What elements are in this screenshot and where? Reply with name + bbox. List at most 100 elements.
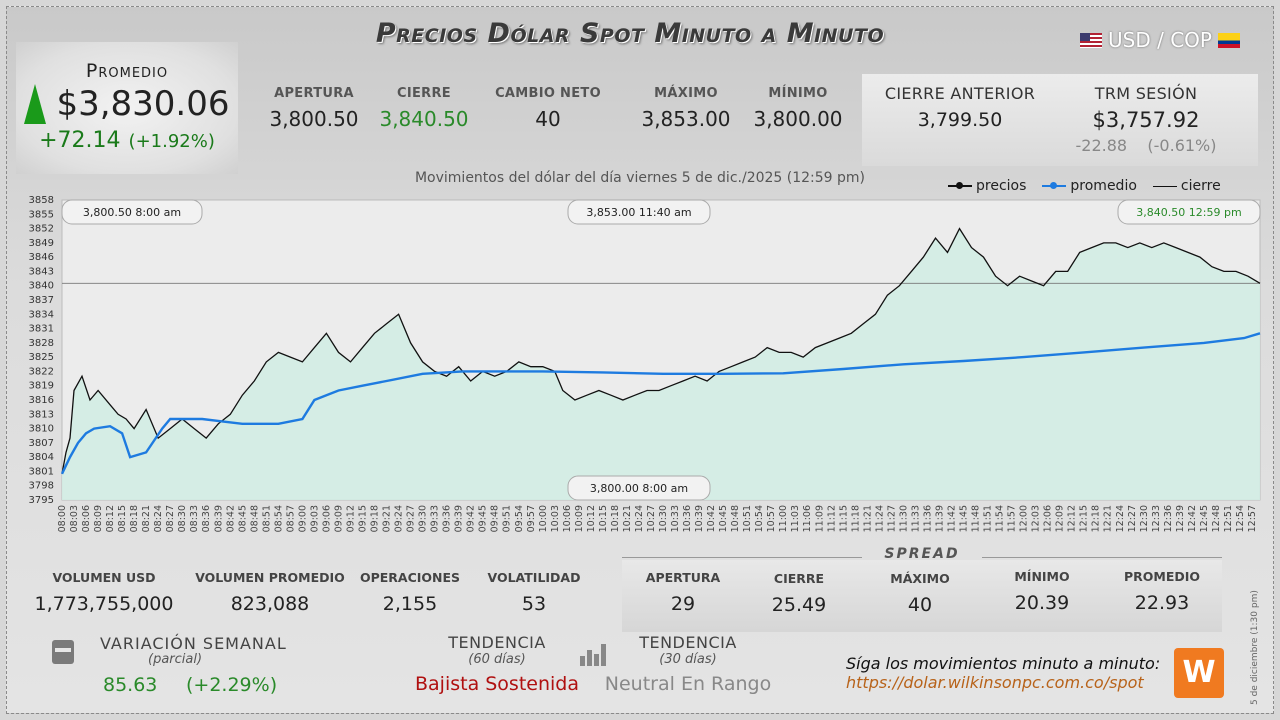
x-tick-label: 12:45 bbox=[1199, 505, 1210, 532]
annotation-close: 3,840.50 12:59 pm bbox=[1136, 206, 1241, 219]
y-tick-label: 3807 bbox=[29, 438, 54, 449]
stat-label: MÁXIMO bbox=[654, 86, 718, 101]
follow-link[interactable]: https://dolar.wilkinsonpc.com.co/spot bbox=[846, 673, 1144, 692]
x-tick-label: 09:21 bbox=[382, 505, 393, 532]
x-tick-label: 10:12 bbox=[586, 505, 597, 532]
x-tick-label: 11:03 bbox=[790, 505, 801, 532]
spread-label: APERTURA bbox=[645, 570, 721, 585]
tendencia-sub: (30 días) bbox=[659, 652, 717, 667]
x-tick-label: 09:45 bbox=[478, 505, 489, 532]
x-tick-label: 09:30 bbox=[418, 505, 429, 532]
x-tick-label: 09:54 bbox=[514, 505, 525, 532]
y-tick-label: 3813 bbox=[29, 409, 54, 420]
trm-value: $3,757.92 bbox=[1092, 108, 1200, 132]
y-tick-label: 3831 bbox=[29, 324, 54, 335]
stat-label: APERTURA bbox=[274, 86, 354, 101]
spread-value: 22.93 bbox=[1134, 592, 1190, 614]
x-tick-label: 11:15 bbox=[838, 505, 849, 532]
x-tick-label: 12:18 bbox=[1091, 505, 1102, 532]
legend-promedio: promedio bbox=[1042, 178, 1137, 194]
y-tick-label: 3828 bbox=[29, 338, 54, 349]
stat-volumen-usd: VOLUMEN USD 1,773,755,000 bbox=[24, 570, 184, 615]
stat-volatilidad: VOLATILIDAD 53 bbox=[480, 570, 588, 615]
x-tick-label: 08:12 bbox=[105, 505, 116, 532]
spread-value: 40 bbox=[907, 594, 933, 616]
price-area-fill bbox=[62, 228, 1260, 500]
legend-swatch-cierre bbox=[1152, 185, 1177, 187]
x-tick-label: 11:33 bbox=[910, 505, 921, 532]
currency-pair: USD / COP bbox=[1080, 28, 1240, 52]
x-tick-label: 09:00 bbox=[297, 505, 308, 532]
x-tick-label: 12:24 bbox=[1115, 505, 1126, 532]
annotation-min: 3,800.00 8:00 am bbox=[590, 482, 688, 495]
legend-label-promedio: promedio bbox=[1070, 178, 1137, 194]
x-tick-label: 09:09 bbox=[333, 505, 344, 532]
tendencia-30: TENDENCIA (30 días) Neutral En Rango bbox=[598, 633, 778, 695]
x-tick-label: 10:39 bbox=[694, 505, 705, 532]
average-series-line bbox=[60, 332, 1261, 475]
stat-volumen-promedio: VOLUMEN PROMEDIO 823,088 bbox=[192, 570, 348, 615]
spread-apertura: APERTURA 29 bbox=[632, 570, 734, 615]
x-tick-label: 08:39 bbox=[213, 505, 224, 532]
annotation-close-box bbox=[1117, 199, 1261, 225]
stat-label: MÍNIMO bbox=[768, 86, 828, 101]
x-tick-label: 10:09 bbox=[574, 505, 585, 532]
y-tick-label: 3843 bbox=[29, 266, 54, 277]
x-tick-label: 10:30 bbox=[658, 505, 669, 532]
x-tick-label: 10:03 bbox=[550, 505, 561, 532]
annotation-max: 3,853.00 11:40 am bbox=[586, 206, 691, 219]
bottom-stat-value: 53 bbox=[521, 593, 547, 615]
y-tick-label: 3798 bbox=[29, 481, 54, 492]
y-tick-label: 3858 bbox=[29, 195, 54, 206]
x-tick-label: 10:45 bbox=[718, 505, 729, 532]
spread-minimo: MÍNIMO 20.39 bbox=[990, 569, 1094, 614]
y-tick-label: 3816 bbox=[29, 395, 54, 406]
x-tick-label: 10:18 bbox=[610, 505, 621, 532]
wilkinson-logo-icon[interactable]: W bbox=[1174, 648, 1224, 698]
tendencia-title: TENDENCIA bbox=[448, 633, 546, 652]
trm-change: -22.88 (-0.61%) bbox=[1058, 136, 1234, 155]
stat-value: 3,800.00 bbox=[753, 107, 843, 131]
stat-cambio-neto: CAMBIO NETO 40 bbox=[490, 86, 606, 131]
spread-value: 20.39 bbox=[1014, 592, 1070, 614]
x-tick-label: 11:42 bbox=[946, 505, 957, 532]
trm-change-pct: (-0.61%) bbox=[1147, 136, 1217, 155]
promedio-change: +72.14 (+1.92%) bbox=[16, 128, 238, 153]
tendencia-value: Bajista Sostenida bbox=[414, 673, 579, 695]
y-tick-label: 3855 bbox=[29, 209, 54, 220]
variacion-pct: (+2.29%) bbox=[186, 674, 278, 696]
x-tick-label: 12:57 bbox=[1247, 505, 1258, 532]
x-tick-label: 10:48 bbox=[730, 505, 741, 532]
x-tick-label: 11:36 bbox=[922, 505, 933, 532]
y-tick-label: 3819 bbox=[29, 381, 54, 392]
legend-swatch-precios bbox=[948, 182, 972, 189]
chart-legend: precios promedio cierre bbox=[948, 178, 1221, 194]
promedio-value-row: $3,830.06 bbox=[16, 84, 238, 124]
x-tick-label: 09:27 bbox=[406, 505, 417, 532]
stat-value: 3,853.00 bbox=[641, 107, 731, 131]
trm-change-value: -22.88 bbox=[1075, 136, 1128, 155]
x-tick-label: 10:51 bbox=[742, 505, 753, 532]
spread-label: MÍNIMO bbox=[1014, 569, 1070, 584]
stat-apertura: APERTURA 3,800.50 bbox=[262, 86, 366, 131]
promedio-label: Promedio bbox=[85, 60, 169, 82]
promedio-change-pct: (+1.92%) bbox=[128, 131, 215, 152]
x-tick-label: 11:39 bbox=[934, 505, 945, 532]
x-tick-label: 10:24 bbox=[634, 505, 645, 532]
x-tick-label: 08:57 bbox=[285, 505, 296, 532]
y-tick-label: 3801 bbox=[29, 466, 54, 477]
tendencia-sub: (60 días) bbox=[468, 652, 526, 667]
variacion-sub: (parcial) bbox=[148, 652, 203, 667]
x-tick-label: 11:18 bbox=[850, 505, 861, 532]
spread-label: PROMEDIO bbox=[1123, 569, 1201, 584]
x-tick-label: 11:06 bbox=[802, 505, 813, 532]
stat-minimo: MÍNIMO 3,800.00 bbox=[746, 86, 850, 131]
spread-cierre: CIERRE 25.49 bbox=[748, 571, 850, 616]
stat-label: CIERRE bbox=[397, 86, 451, 101]
y-tick-label: 3804 bbox=[29, 452, 54, 463]
spread-divider-right bbox=[982, 557, 1222, 558]
stat-operaciones: OPERACIONES 2,155 bbox=[356, 570, 464, 615]
x-tick-label: 08:18 bbox=[129, 505, 140, 532]
session-panel: CIERRE ANTERIOR 3,799.50 TRM SESIÓN $3,7… bbox=[862, 74, 1258, 166]
follow-text: Síga los movimientos minuto a minuto: bbox=[846, 654, 1161, 673]
